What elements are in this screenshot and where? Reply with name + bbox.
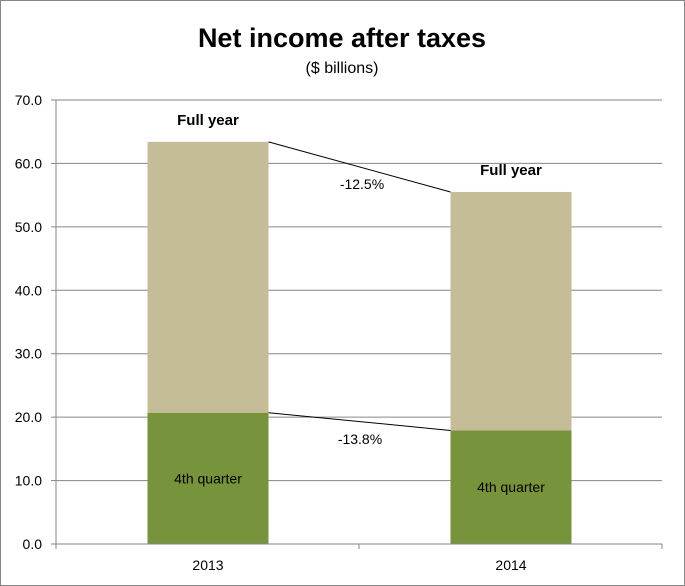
chart-title: Net income after taxes	[198, 23, 486, 53]
bar-4th-quarter-2014	[450, 430, 572, 544]
chart-subtitle: ($ billions)	[306, 60, 379, 77]
y-tick-label: 40.0	[15, 282, 42, 298]
bar-4th-quarter-2013	[147, 412, 269, 544]
change-connectors: -12.5% -13.8%	[268, 141, 451, 447]
y-tick-label: 10.0	[15, 473, 42, 489]
total-label: Full year	[177, 112, 239, 129]
y-tick-label: 30.0	[15, 346, 42, 362]
change-label-4th-quarter: -13.8%	[338, 431, 382, 447]
y-axis-ticks: 0.0 10.0 20.0 30.0 40.0 50.0 60.0 70.0	[15, 92, 56, 552]
y-tick-label: 70.0	[15, 92, 42, 108]
x-tick-label: 2013	[192, 557, 223, 573]
total-label: Full year	[480, 162, 542, 179]
connector-4th-quarter	[268, 412, 451, 431]
y-tick-label: 0.0	[23, 536, 43, 552]
y-tick-label: 60.0	[15, 155, 42, 171]
change-label-full-year: -12.5%	[340, 176, 384, 192]
bar-full-year-2014	[450, 191, 572, 431]
segment-label: 4th quarter	[174, 470, 242, 486]
x-axis: 2013 2014	[55, 100, 663, 573]
segment-label: 4th quarter	[477, 479, 545, 495]
y-tick-label: 20.0	[15, 409, 42, 425]
bars	[147, 141, 572, 544]
x-tick-label: 2014	[495, 557, 526, 573]
connector-full-year	[268, 141, 451, 193]
y-tick-label: 50.0	[15, 219, 42, 235]
bar-full-year-2013	[147, 141, 269, 413]
bar-labels: 4th quarter Full year 4th quarter Full year	[174, 112, 545, 495]
